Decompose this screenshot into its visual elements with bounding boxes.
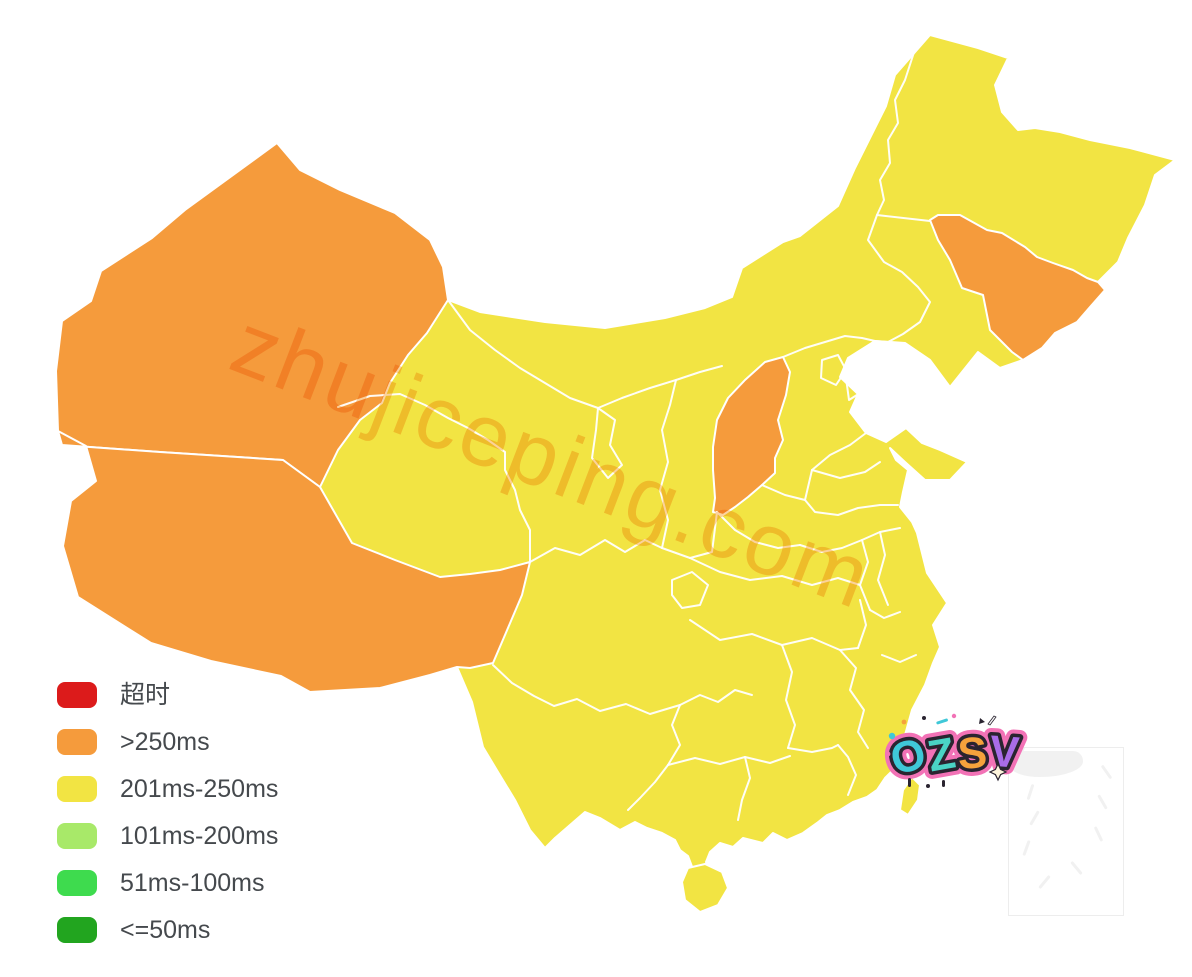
latency-legend: 超时 >250ms 201ms-250ms 101ms-200ms 51ms-1…: [57, 682, 278, 943]
province-xizang: [57, 430, 531, 693]
legend-label: 101ms-200ms: [120, 822, 279, 850]
legend-swatch-51-100: [57, 870, 97, 896]
badge-spark-slash: [987, 715, 997, 726]
inset-dash: [1026, 783, 1035, 801]
legend-swatch-le50: [57, 917, 97, 943]
badge-fill-text: OZSV: [884, 717, 1026, 791]
south-china-sea-inset: [1008, 747, 1124, 916]
badge-dash-cyan: [936, 718, 948, 725]
inset-dash: [1100, 764, 1113, 780]
province-shanxi: [712, 356, 791, 516]
legend-swatch-101-200: [57, 823, 97, 849]
legend-row-le50: <=50ms: [57, 917, 278, 943]
ozsv-badge: OZSV OZSV OZSV: [877, 710, 1034, 799]
province-jilin: [929, 214, 1106, 361]
legend-row-gt250: >250ms: [57, 729, 278, 755]
inset-dash: [1038, 874, 1051, 890]
province-taiwan: [899, 776, 921, 816]
badge-star-sparkle: [988, 762, 1008, 782]
inset-dash: [1097, 794, 1108, 810]
legend-row-51-100: 51ms-100ms: [57, 870, 278, 896]
badge-drip: [942, 780, 945, 787]
province-hainan: [681, 863, 729, 913]
legend-label: 51ms-100ms: [120, 869, 265, 897]
legend-label: >250ms: [120, 728, 210, 756]
legend-label: 超时: [120, 681, 171, 709]
legend-row-timeout: 超时: [57, 682, 278, 708]
inset-dash: [1070, 860, 1083, 876]
inset-dash: [1022, 839, 1031, 857]
legend-label: 201ms-250ms: [120, 775, 279, 803]
legend-swatch-gt250: [57, 729, 97, 755]
province-borders: [337, 39, 931, 821]
badge-drip: [908, 778, 911, 787]
badge-dot-pink2: [951, 713, 957, 719]
inset-dash: [1029, 810, 1040, 826]
inset-coast-shape: [1011, 751, 1083, 777]
badge-dot-orange: [901, 719, 907, 725]
badge-dot-pink: [885, 751, 891, 757]
legend-label: <=50ms: [120, 916, 211, 944]
badge-drip-dot: [926, 784, 930, 788]
badge-heart-mark: [979, 718, 985, 724]
legend-swatch-201-250: [57, 776, 97, 802]
legend-row-101-200: 101ms-200ms: [57, 823, 278, 849]
province-xinjiang: [55, 142, 449, 488]
legend-row-201-250: 201ms-250ms: [57, 776, 278, 802]
inset-dash: [1093, 826, 1104, 842]
badge-dot-cyan: [888, 732, 896, 740]
badge-dot-black: [922, 716, 926, 720]
legend-swatch-timeout: [57, 682, 97, 708]
